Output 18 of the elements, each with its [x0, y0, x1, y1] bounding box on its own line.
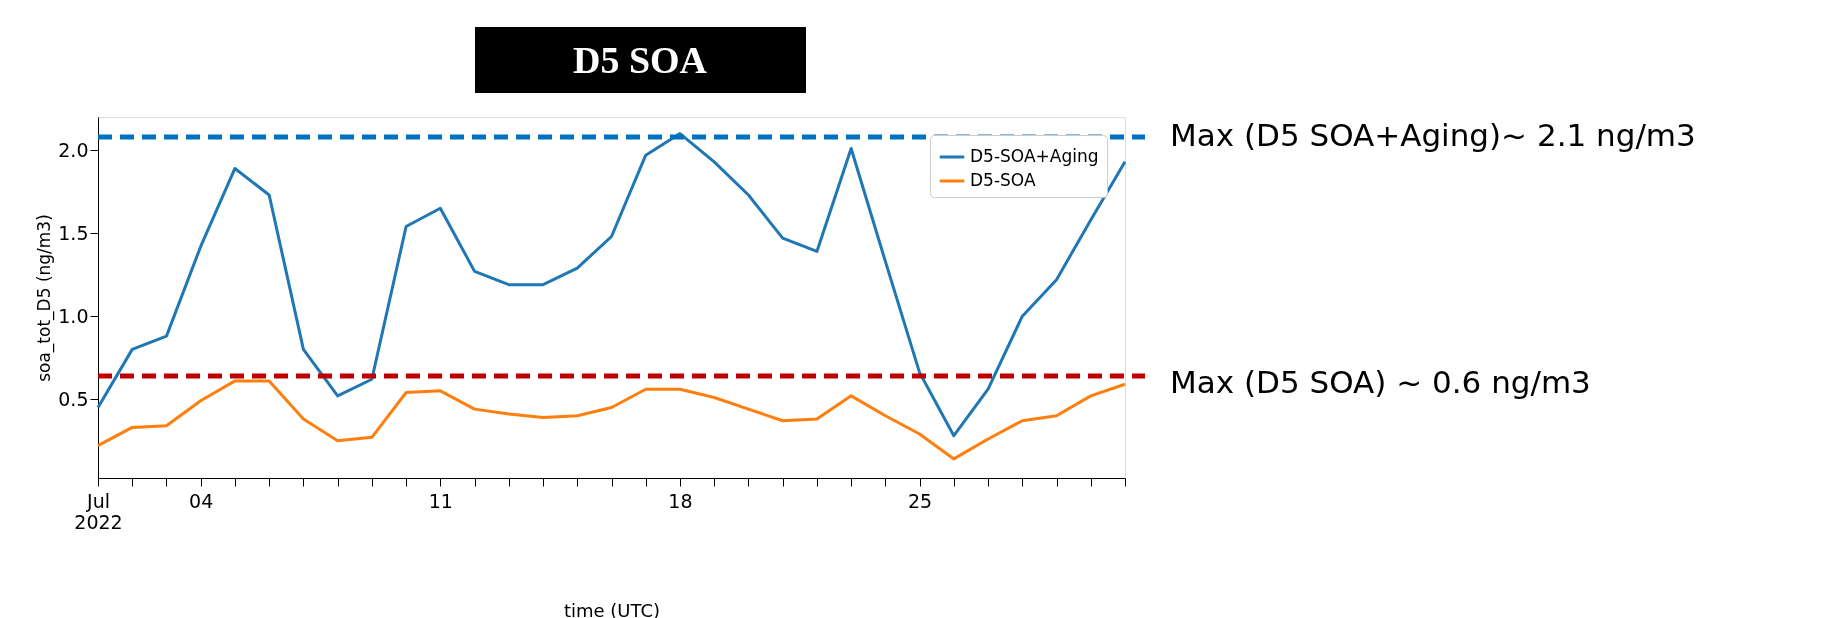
ref-line-label: Max (D5 SOA+Aging)~ 2.1 ng/m3	[1170, 116, 1696, 153]
x-axis-title: time (UTC)	[563, 599, 661, 618]
ref-line-label: Max (D5 SOA) ~ 0.6 ng/m3	[1170, 363, 1591, 400]
x-tick-label: 25	[908, 489, 933, 512]
legend-label: D5-SOA	[970, 170, 1036, 190]
y-tick-label: 1.5	[58, 221, 89, 244]
y-tick-label: 1.0	[58, 304, 89, 327]
y-axis-title: soa_tot_D5 (ng/m3)	[34, 214, 56, 382]
legend-label: D5-SOA+Aging	[970, 146, 1099, 166]
x-tick-label: Jul 2022	[74, 489, 123, 533]
line-series	[96, 379, 1127, 461]
y-tick-label: 0.5	[58, 387, 89, 410]
line-series	[96, 132, 1127, 438]
x-tick-label: 04	[189, 489, 214, 512]
y-tick-label: 2.0	[58, 138, 89, 161]
x-tick-label: 18	[668, 489, 693, 512]
x-tick-label: 11	[428, 489, 453, 512]
chart-title: D5 SOA	[572, 39, 708, 81]
